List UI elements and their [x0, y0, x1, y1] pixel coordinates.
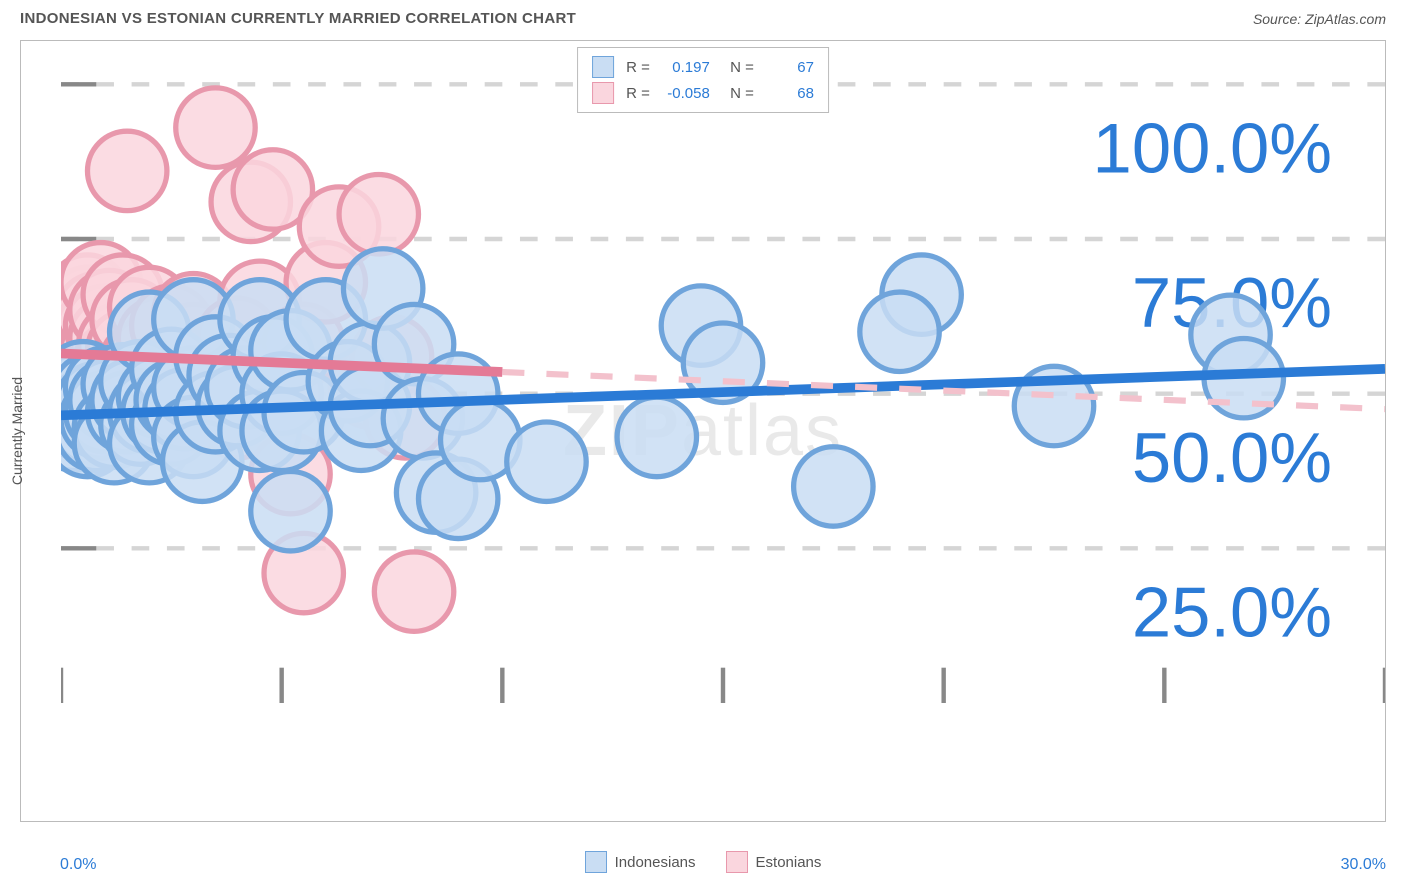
- legend-label: Indonesians: [615, 854, 696, 871]
- swatch-icon: [592, 56, 614, 78]
- n-label: N =: [722, 85, 754, 102]
- n-value: 67: [766, 59, 814, 76]
- r-label: R =: [626, 59, 650, 76]
- source-attribution: Source: ZipAtlas.com: [1253, 11, 1386, 27]
- chart-container: Currently Married R = 0.197 N = 67 R = -…: [20, 40, 1386, 822]
- n-label: N =: [722, 59, 754, 76]
- y-axis-label: Currently Married: [9, 377, 25, 485]
- legend-item-estonians: Estonians: [726, 851, 822, 873]
- chart-title: INDONESIAN VS ESTONIAN CURRENTLY MARRIED…: [20, 10, 576, 27]
- scatter-plot: 25.0%50.0%75.0%100.0%: [61, 41, 1385, 703]
- legend-row-estonians: R = -0.058 N = 68: [592, 80, 814, 106]
- r-value: 0.197: [662, 59, 710, 76]
- swatch-icon: [726, 851, 748, 873]
- svg-text:25.0%: 25.0%: [1132, 573, 1332, 652]
- legend-label: Estonians: [756, 854, 822, 871]
- n-value: 68: [766, 85, 814, 102]
- swatch-icon: [585, 851, 607, 873]
- r-label: R =: [626, 85, 650, 102]
- swatch-icon: [592, 82, 614, 104]
- legend-row-indonesians: R = 0.197 N = 67: [592, 54, 814, 80]
- correlation-legend: R = 0.197 N = 67 R = -0.058 N = 68: [577, 47, 829, 113]
- bottom-legend: Indonesians Estonians: [20, 832, 1386, 892]
- svg-text:50.0%: 50.0%: [1132, 418, 1332, 497]
- legend-item-indonesians: Indonesians: [585, 851, 696, 873]
- r-value: -0.058: [662, 85, 710, 102]
- svg-text:100.0%: 100.0%: [1093, 109, 1332, 188]
